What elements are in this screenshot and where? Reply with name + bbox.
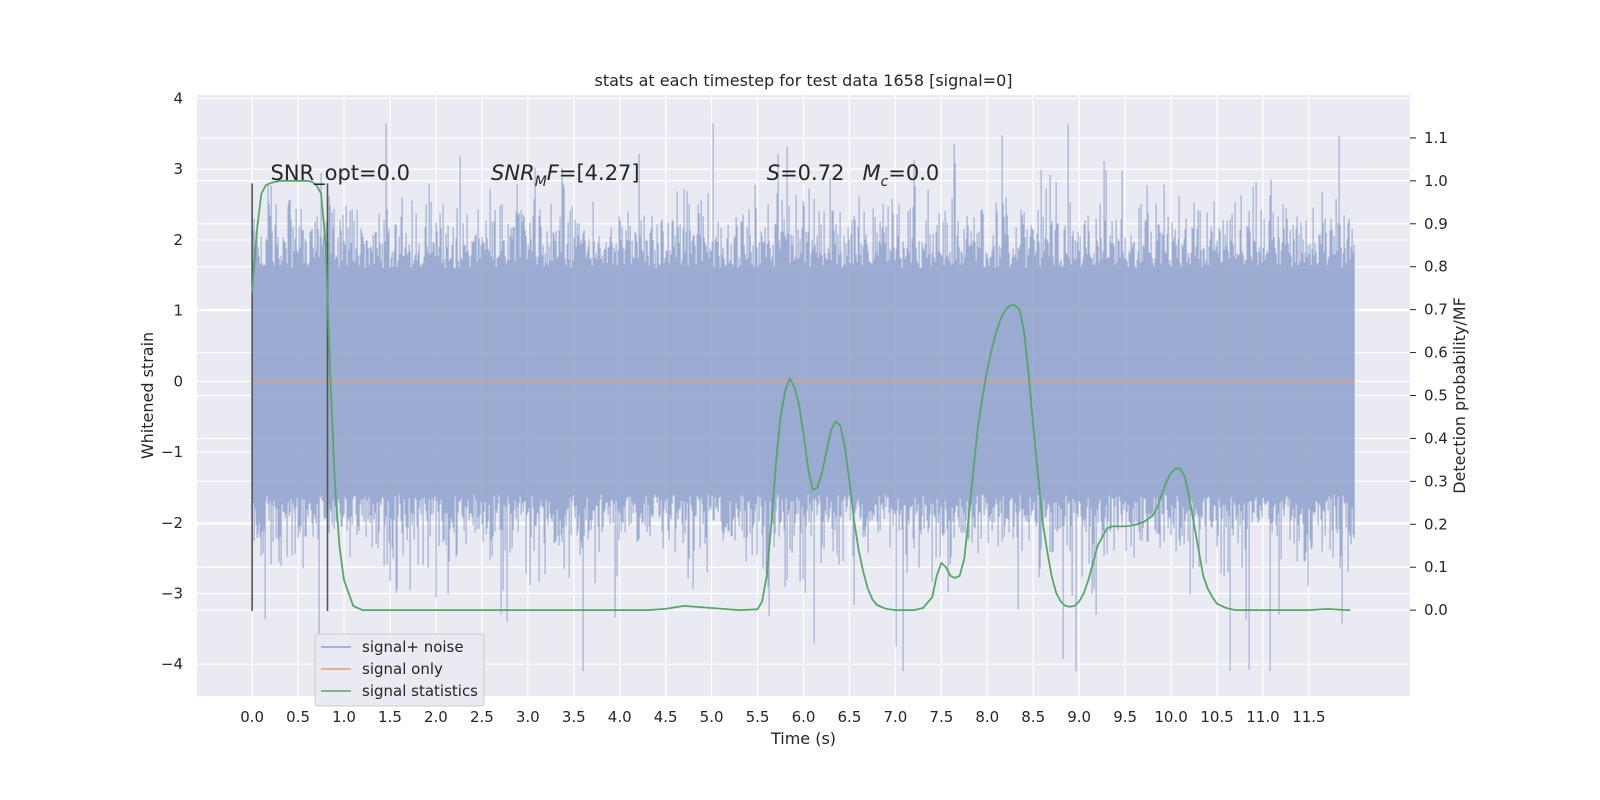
signal-statistics-line	[251, 179, 1351, 611]
legend-entry-signal-only: signal only	[362, 660, 443, 678]
y-tick-label: −3	[161, 584, 183, 602]
y-tick-label: −2	[161, 514, 183, 532]
y-right-tick-label: 0.7	[1424, 301, 1448, 319]
annotation-snr-opt: SNR_opt=0.0	[271, 161, 411, 186]
legend-entry-signal-noise: signal+ noise	[362, 638, 464, 656]
x-tick-label: 7.5	[929, 708, 953, 726]
y-tick-label: 1	[173, 302, 183, 320]
x-tick-label: 1.0	[332, 708, 356, 726]
y-right-tick-label: 0.9	[1424, 215, 1448, 233]
x-tick-label: 3.5	[562, 708, 586, 726]
y-right-tick-labels: 0.0 0.1 0.2 0.3 0.4 0.5 0.6 0.7 0.8 0.9 1.0 1.1	[1410, 129, 1448, 619]
y-right-tick-label: 0.4	[1424, 429, 1448, 447]
y-right-tick-label: 1.1	[1424, 129, 1448, 147]
y-right-tick-label: 0.3	[1424, 472, 1448, 490]
x-tick-label: 1.5	[378, 708, 402, 726]
mc-sub: c	[881, 174, 889, 190]
x-tick-labels: 0.0 0.5 1.0 1.5 2.0 2.5 3.0 3.5 4.0 4.5 5.0 5.5 6.0 6…	[240, 708, 1325, 726]
x-tick-label: 4.0	[608, 708, 632, 726]
annotation-s-mc: S=0.72 Mc=0.0	[767, 161, 940, 190]
x-tick-label: 4.5	[654, 708, 678, 726]
y-axis-label: Whitened strain	[138, 332, 157, 459]
s-label: S	[767, 161, 780, 185]
x-tick-label: 7.0	[883, 708, 907, 726]
x-tick-label: 10.5	[1200, 708, 1233, 726]
x-tick-label: 9.0	[1067, 708, 1091, 726]
y-right-tick-label: 0.1	[1424, 558, 1448, 576]
y-right-tick-label: 0.6	[1424, 344, 1448, 362]
y-tick-label: 0	[173, 372, 183, 390]
legend-entry-signal-statistics: signal statistics	[362, 682, 478, 700]
y-tick-labels: −4 −3 −2 −1 0 1 2 3 4	[161, 90, 183, 674]
snr-mf-prefix: SNR	[491, 161, 535, 185]
x-tick-label: 6.5	[838, 708, 862, 726]
y-right-tick-label: 0.2	[1424, 515, 1448, 533]
mc-label: M	[862, 161, 880, 185]
y-tick-label: 4	[173, 90, 183, 108]
annotation-snr-mf: SNRMF=[4.27]	[491, 161, 640, 190]
legend-box	[314, 633, 485, 707]
legend: signal+ noise signal only signal statist…	[314, 633, 485, 707]
y-right-axis-label: Detection probability/MF	[1450, 297, 1469, 494]
snr-mf-suffix-f: F	[547, 161, 560, 185]
x-tick-label: 10.0	[1154, 708, 1187, 726]
y-tick-label: 2	[173, 231, 183, 249]
x-tick-label: 8.5	[1021, 708, 1045, 726]
s-value: =0.72	[780, 161, 844, 185]
mc-value: =0.0	[888, 161, 939, 185]
y-right-tick-label: 0.0	[1424, 601, 1448, 619]
chart-title: stats at each timestep for test data 165…	[594, 71, 1012, 90]
x-tick-label: 6.0	[792, 708, 816, 726]
y-right-tick-label: 0.5	[1424, 387, 1448, 405]
x-axis-label: Time (s)	[770, 729, 836, 748]
signal-statistics-series	[251, 179, 1351, 611]
vertical-markers	[251, 183, 329, 612]
y-tick-label: 3	[173, 160, 183, 178]
x-tick-label: 2.0	[424, 708, 448, 726]
x-tick-label: 11.5	[1292, 708, 1325, 726]
x-tick-label: 0.0	[240, 708, 264, 726]
x-tick-label: 0.5	[286, 708, 310, 726]
x-tick-label: 2.5	[470, 708, 494, 726]
x-tick-label: 5.5	[746, 708, 770, 726]
y-right-tick-label: 0.8	[1424, 258, 1448, 276]
x-tick-label: 8.0	[975, 708, 999, 726]
x-tick-label: 9.5	[1113, 708, 1137, 726]
x-tick-label: 3.0	[516, 708, 540, 726]
y-tick-label: −4	[161, 655, 183, 673]
x-tick-label: 5.0	[700, 708, 724, 726]
snr-mf-value: =[4.27]	[559, 161, 640, 185]
snr-mf-sub: M	[535, 174, 547, 190]
x-tick-label: 11.0	[1246, 708, 1279, 726]
y-tick-label: −1	[161, 443, 183, 461]
y-right-tick-label: 1.0	[1424, 172, 1448, 190]
